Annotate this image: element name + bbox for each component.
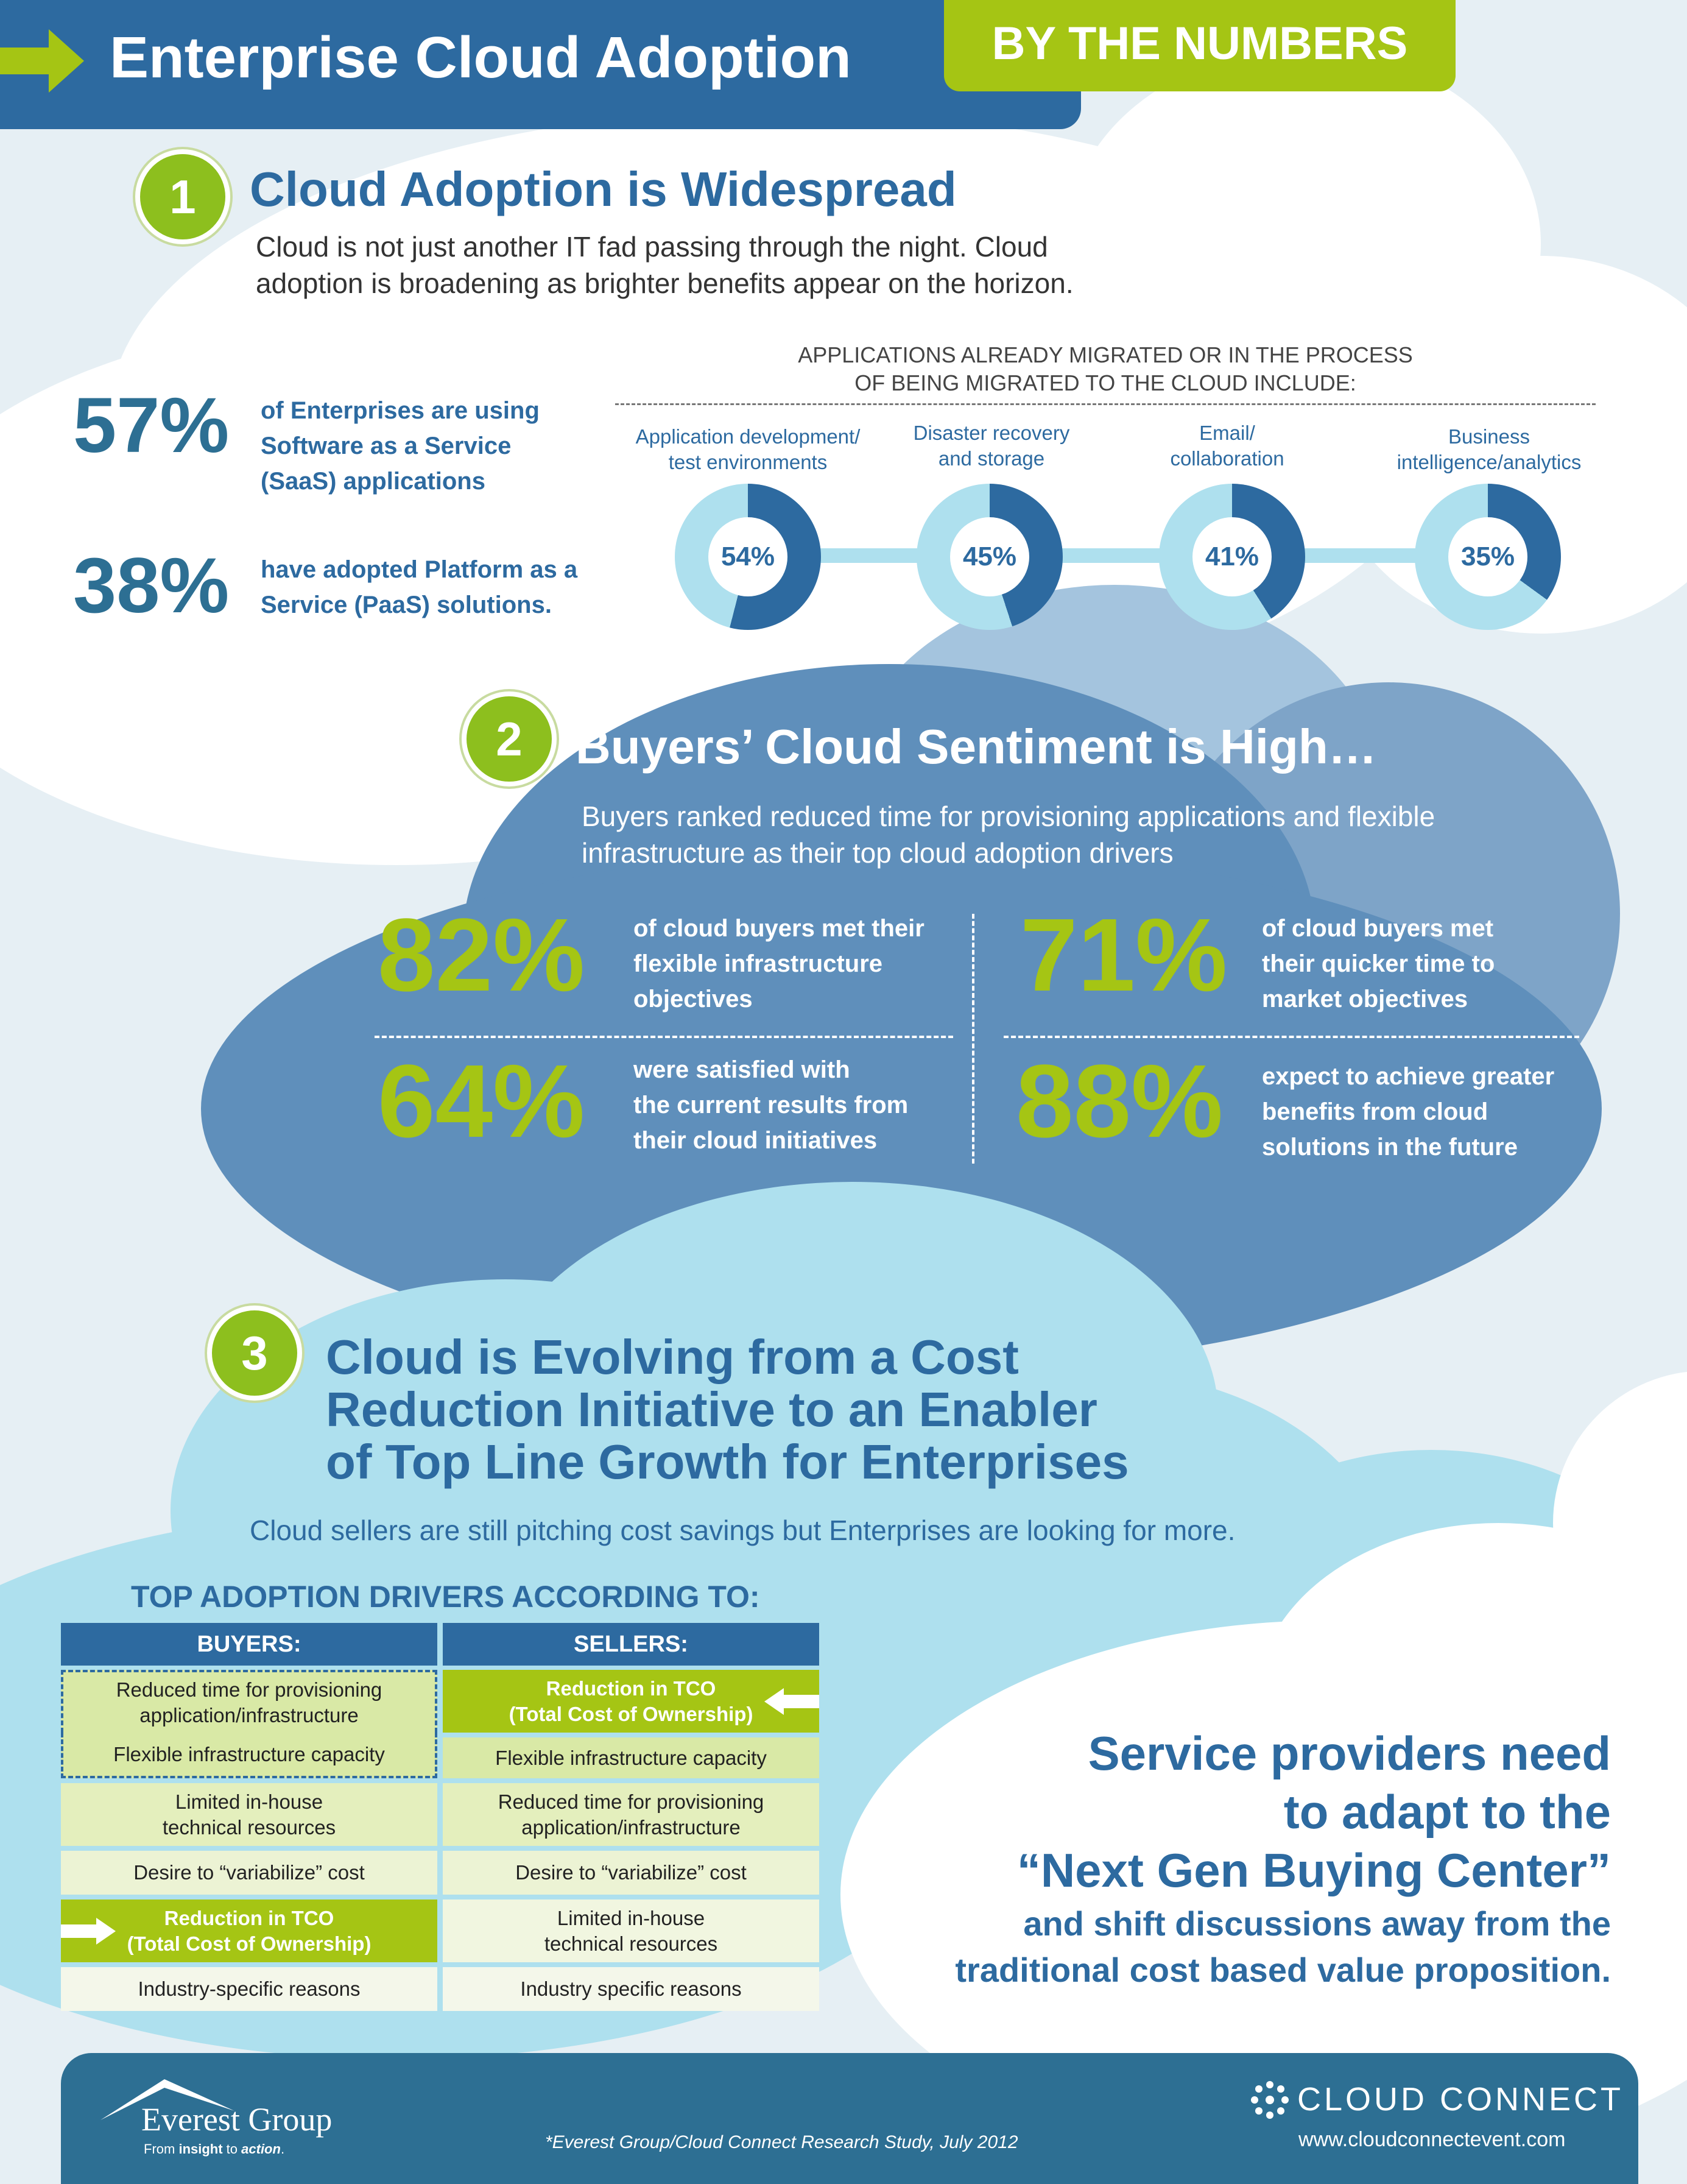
saas-text: of Enterprises are using Software as a S…	[261, 397, 540, 495]
stat-64-text: were satisfied with the current results f…	[633, 1056, 909, 1154]
app-label-bi: Business intelligence/analytics	[1396, 425, 1582, 473]
donut-connector	[749, 548, 1541, 563]
stats-divider-right	[1004, 1036, 1579, 1038]
section-1-lead: Cloud is not just another IT fad passing…	[256, 231, 1074, 299]
buyers-row-3: Limited in-house technical resources	[61, 1783, 437, 1846]
footer-bar	[61, 2053, 1638, 2184]
arrow-right-icon	[61, 1918, 116, 1945]
app-label-dev: Application development/test environment…	[635, 425, 861, 473]
drivers-table-heading: TOP ADOPTION DRIVERS ACCORDING TO:	[131, 1580, 760, 1614]
buyers-row-1: Reduced time for provisioning application…	[61, 1670, 437, 1733]
sellers-row-5: Limited in-house technical resources	[443, 1900, 819, 1962]
app-label-email: Email/collaboration	[1170, 422, 1284, 470]
donut-dr: 45%	[917, 484, 1063, 630]
stat-71-pct: 71%	[1020, 897, 1228, 1013]
cloud-connect-logo-icon	[1251, 2081, 1289, 2119]
stat-82-pct: 82%	[378, 897, 585, 1013]
arrow-right-icon	[0, 29, 84, 93]
section-1-title: Cloud Adoption is Widespread	[250, 162, 957, 216]
header-subtitle-tab	[944, 0, 1456, 91]
arrow-left-icon	[764, 1688, 819, 1715]
apps-heading: APPLICATIONS ALREADY MIGRATED OR IN THE …	[798, 342, 1413, 395]
section-2-badge: 2	[462, 691, 557, 786]
buyers-row-2: Flexible infrastructure capacity	[61, 1733, 437, 1778]
everest-tagline: From insight to action.	[144, 2141, 285, 2157]
buyers-row-4: Desire to “variabilize” cost	[61, 1851, 437, 1895]
stat-88-pct: 88%	[1016, 1044, 1224, 1159]
stat-82-text: of cloud buyers met their flexible infras…	[633, 915, 925, 1012]
page-subtitle: BY THE NUMBERS	[991, 18, 1408, 69]
donut-email: 41%	[1159, 484, 1305, 630]
buyers-column-header: BUYERS:	[61, 1623, 437, 1666]
stats-divider-vertical	[972, 914, 974, 1164]
section-1-badge: 1	[135, 149, 230, 244]
saas-pct: 57%	[73, 382, 230, 469]
section-3-title: Cloud is Evolving from a Cost Reduction …	[326, 1330, 1129, 1489]
app-label-dr: Disaster recovery and storage	[913, 422, 1070, 470]
paas-pct: 38%	[73, 542, 230, 629]
buyers-row-5: Reduction in TCO (Total Cost of Ownership…	[61, 1900, 437, 1962]
everest-logo-icon	[100, 2079, 234, 2120]
section-3-badge: 3	[207, 1306, 302, 1401]
section-2-title: Buyers’ Cloud Sentiment is High…	[576, 719, 1377, 774]
apps-divider	[615, 403, 1596, 405]
sellers-row-2: Flexible infrastructure capacity	[443, 1737, 819, 1778]
donut-email-value: 41%	[1192, 517, 1272, 596]
footer-url-link[interactable]: www.cloudconnectevent.com	[1298, 2128, 1566, 2151]
donut-dev-value: 54%	[708, 517, 787, 596]
source-note: *Everest Group/Cloud Connect Research St…	[545, 2132, 1018, 2152]
stat-88-text: expect to achieve greater benefits from c…	[1262, 1063, 1555, 1161]
everest-brand: Everest Group	[141, 2101, 333, 2138]
sellers-row-6: Industry specific reasons	[443, 1967, 819, 2011]
stat-64-pct: 64%	[378, 1044, 585, 1159]
header-bar	[0, 0, 1081, 129]
section-2-lead: Buyers ranked reduced time for provision…	[582, 800, 1435, 869]
buyers-row-6: Industry-specific reasons	[61, 1967, 437, 2011]
donut-dr-value: 45%	[950, 517, 1029, 596]
sellers-row-3: Reduced time for provisioning application…	[443, 1783, 819, 1846]
donut-bi-value: 35%	[1448, 517, 1527, 596]
sellers-row-4: Desire to “variabilize” cost	[443, 1851, 819, 1895]
page-title: Enterprise Cloud Adoption	[110, 25, 851, 90]
stat-71-text: of cloud buyers met their quicker time to…	[1262, 915, 1495, 1012]
section-3-lead: Cloud sellers are still pitching cost sa…	[250, 1514, 1236, 1546]
cloud-connect-brand: CLOUD CONNECT	[1297, 2081, 1624, 2118]
callout-headline: Service providers need to adapt to the “…	[1016, 1726, 1611, 1897]
paas-text: have adopted Platform as a Service (PaaS…	[261, 556, 578, 618]
callout-body: and shift discussions away from the trad…	[955, 1904, 1611, 1989]
sellers-column-header: SELLERS:	[443, 1623, 819, 1666]
stats-divider-left	[375, 1036, 953, 1038]
sellers-row-1: Reduction in TCO (Total Cost of Ownership…	[443, 1670, 819, 1733]
donut-bi: 35%	[1415, 484, 1561, 630]
donut-dev: 54%	[675, 484, 821, 630]
